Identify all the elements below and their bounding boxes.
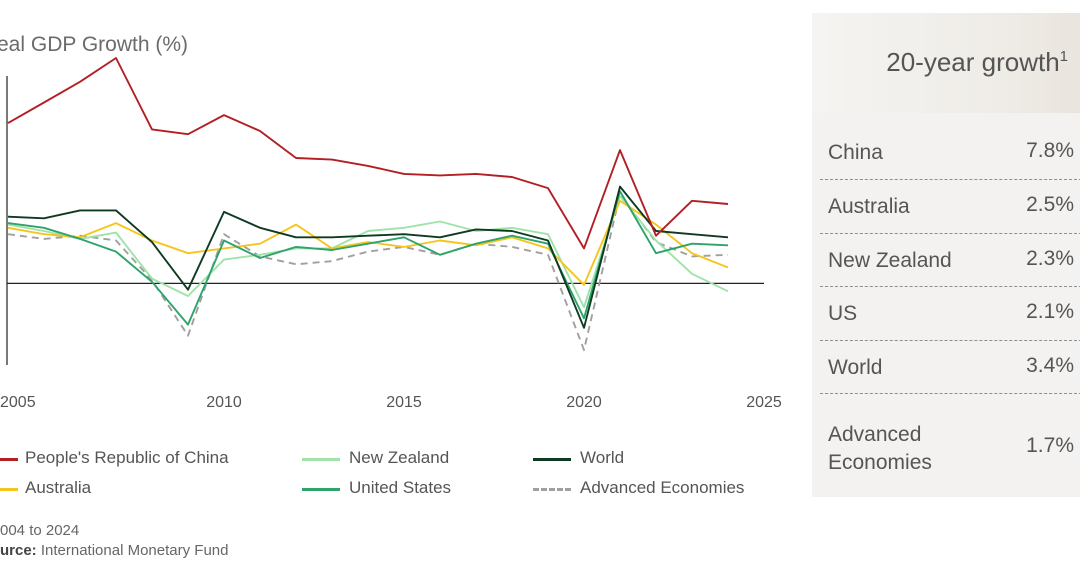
- legend-label: Australia: [25, 478, 92, 497]
- growth-row-label: China: [828, 141, 883, 164]
- series-line-world: [7, 185, 729, 329]
- series-line-australia: [7, 199, 729, 286]
- source-label: urce:: [0, 542, 37, 559]
- series-line-people-s-republic-of-china: [7, 57, 729, 250]
- growth-row-label: US: [828, 302, 858, 325]
- growth-row: Australia 2.5%: [820, 179, 1080, 234]
- growth-row: New Zealand 2.3%: [820, 233, 1080, 287]
- legend-swatch: [533, 458, 571, 461]
- growth-row-label: Advanced Economies: [828, 423, 932, 474]
- growth-row-label: Australia: [828, 195, 910, 218]
- legend-swatch: [302, 458, 340, 461]
- chart-legend: People's Republic of China New Zealand Wor…: [0, 446, 780, 506]
- growth-row: World 3.4%: [820, 340, 1080, 394]
- series-line-advanced-economies: [7, 193, 729, 351]
- x-tick-label: 2005: [0, 394, 36, 411]
- legend-swatch: [0, 458, 18, 461]
- panel-header: 20-year growth1: [812, 13, 1080, 113]
- x-tick-label: 2020: [566, 394, 602, 411]
- period-note: 004 to 2024: [0, 522, 80, 539]
- panel-title-text: 20-year growth: [886, 47, 1060, 77]
- panel-title: 20-year growth1: [886, 47, 1068, 78]
- chart-axes: [6, 76, 764, 365]
- growth-row-value: 2.3%: [1026, 247, 1074, 270]
- x-tick-label: 2015: [386, 394, 422, 411]
- growth-row: China 7.8%: [820, 113, 1080, 180]
- growth-row: US 2.1%: [820, 286, 1080, 341]
- series-layer: [7, 57, 729, 351]
- growth-row-value: 2.5%: [1026, 193, 1074, 216]
- growth-row-value: 7.8%: [1026, 139, 1074, 162]
- legend-label: United States: [349, 478, 452, 497]
- legend-label: New Zealand: [349, 448, 450, 467]
- source-value: International Monetary Fund: [36, 542, 229, 559]
- legend-swatch: [533, 488, 571, 491]
- x-tick-label: 2010: [206, 394, 242, 411]
- legend-swatch: [0, 488, 18, 491]
- growth-row-value: 3.4%: [1026, 354, 1074, 377]
- legend-label: Advanced Economies: [580, 478, 745, 497]
- growth-row-value: 1.7%: [1026, 434, 1074, 457]
- growth-summary-panel: 20-year growth1 China 7.8% Australia 2.5% Ne…: [812, 13, 1080, 497]
- growth-row-label: New Zealand: [828, 249, 952, 272]
- growth-row-value: 2.1%: [1026, 300, 1074, 323]
- x-tick-labels: 2005 2010 2015 2020 2025: [0, 394, 782, 411]
- legend-swatch: [302, 488, 340, 491]
- gdp-growth-line-chart: 2005 2010 2015 2020 2025: [0, 57, 782, 411]
- source-note: urce: International Monetary Fund: [0, 541, 228, 561]
- chart-title: eal GDP Growth (%): [0, 33, 188, 56]
- legend-label: World: [580, 448, 625, 467]
- x-tick-label: 2025: [746, 394, 782, 411]
- growth-row: Advanced Economies 1.7%: [820, 393, 1080, 497]
- growth-row-label: World: [828, 356, 883, 379]
- legend-label: People's Republic of China: [25, 448, 229, 467]
- panel-title-footnote: 1: [1059, 48, 1068, 65]
- chart-notes: 004 to 2024 urce: International Monetary…: [0, 521, 228, 561]
